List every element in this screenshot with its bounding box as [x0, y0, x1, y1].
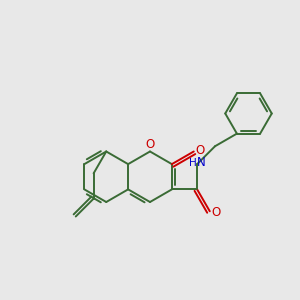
Text: H: H	[189, 158, 197, 168]
Text: O: O	[196, 143, 205, 157]
Text: N: N	[197, 156, 206, 169]
Text: O: O	[212, 206, 221, 219]
Text: O: O	[146, 138, 154, 152]
